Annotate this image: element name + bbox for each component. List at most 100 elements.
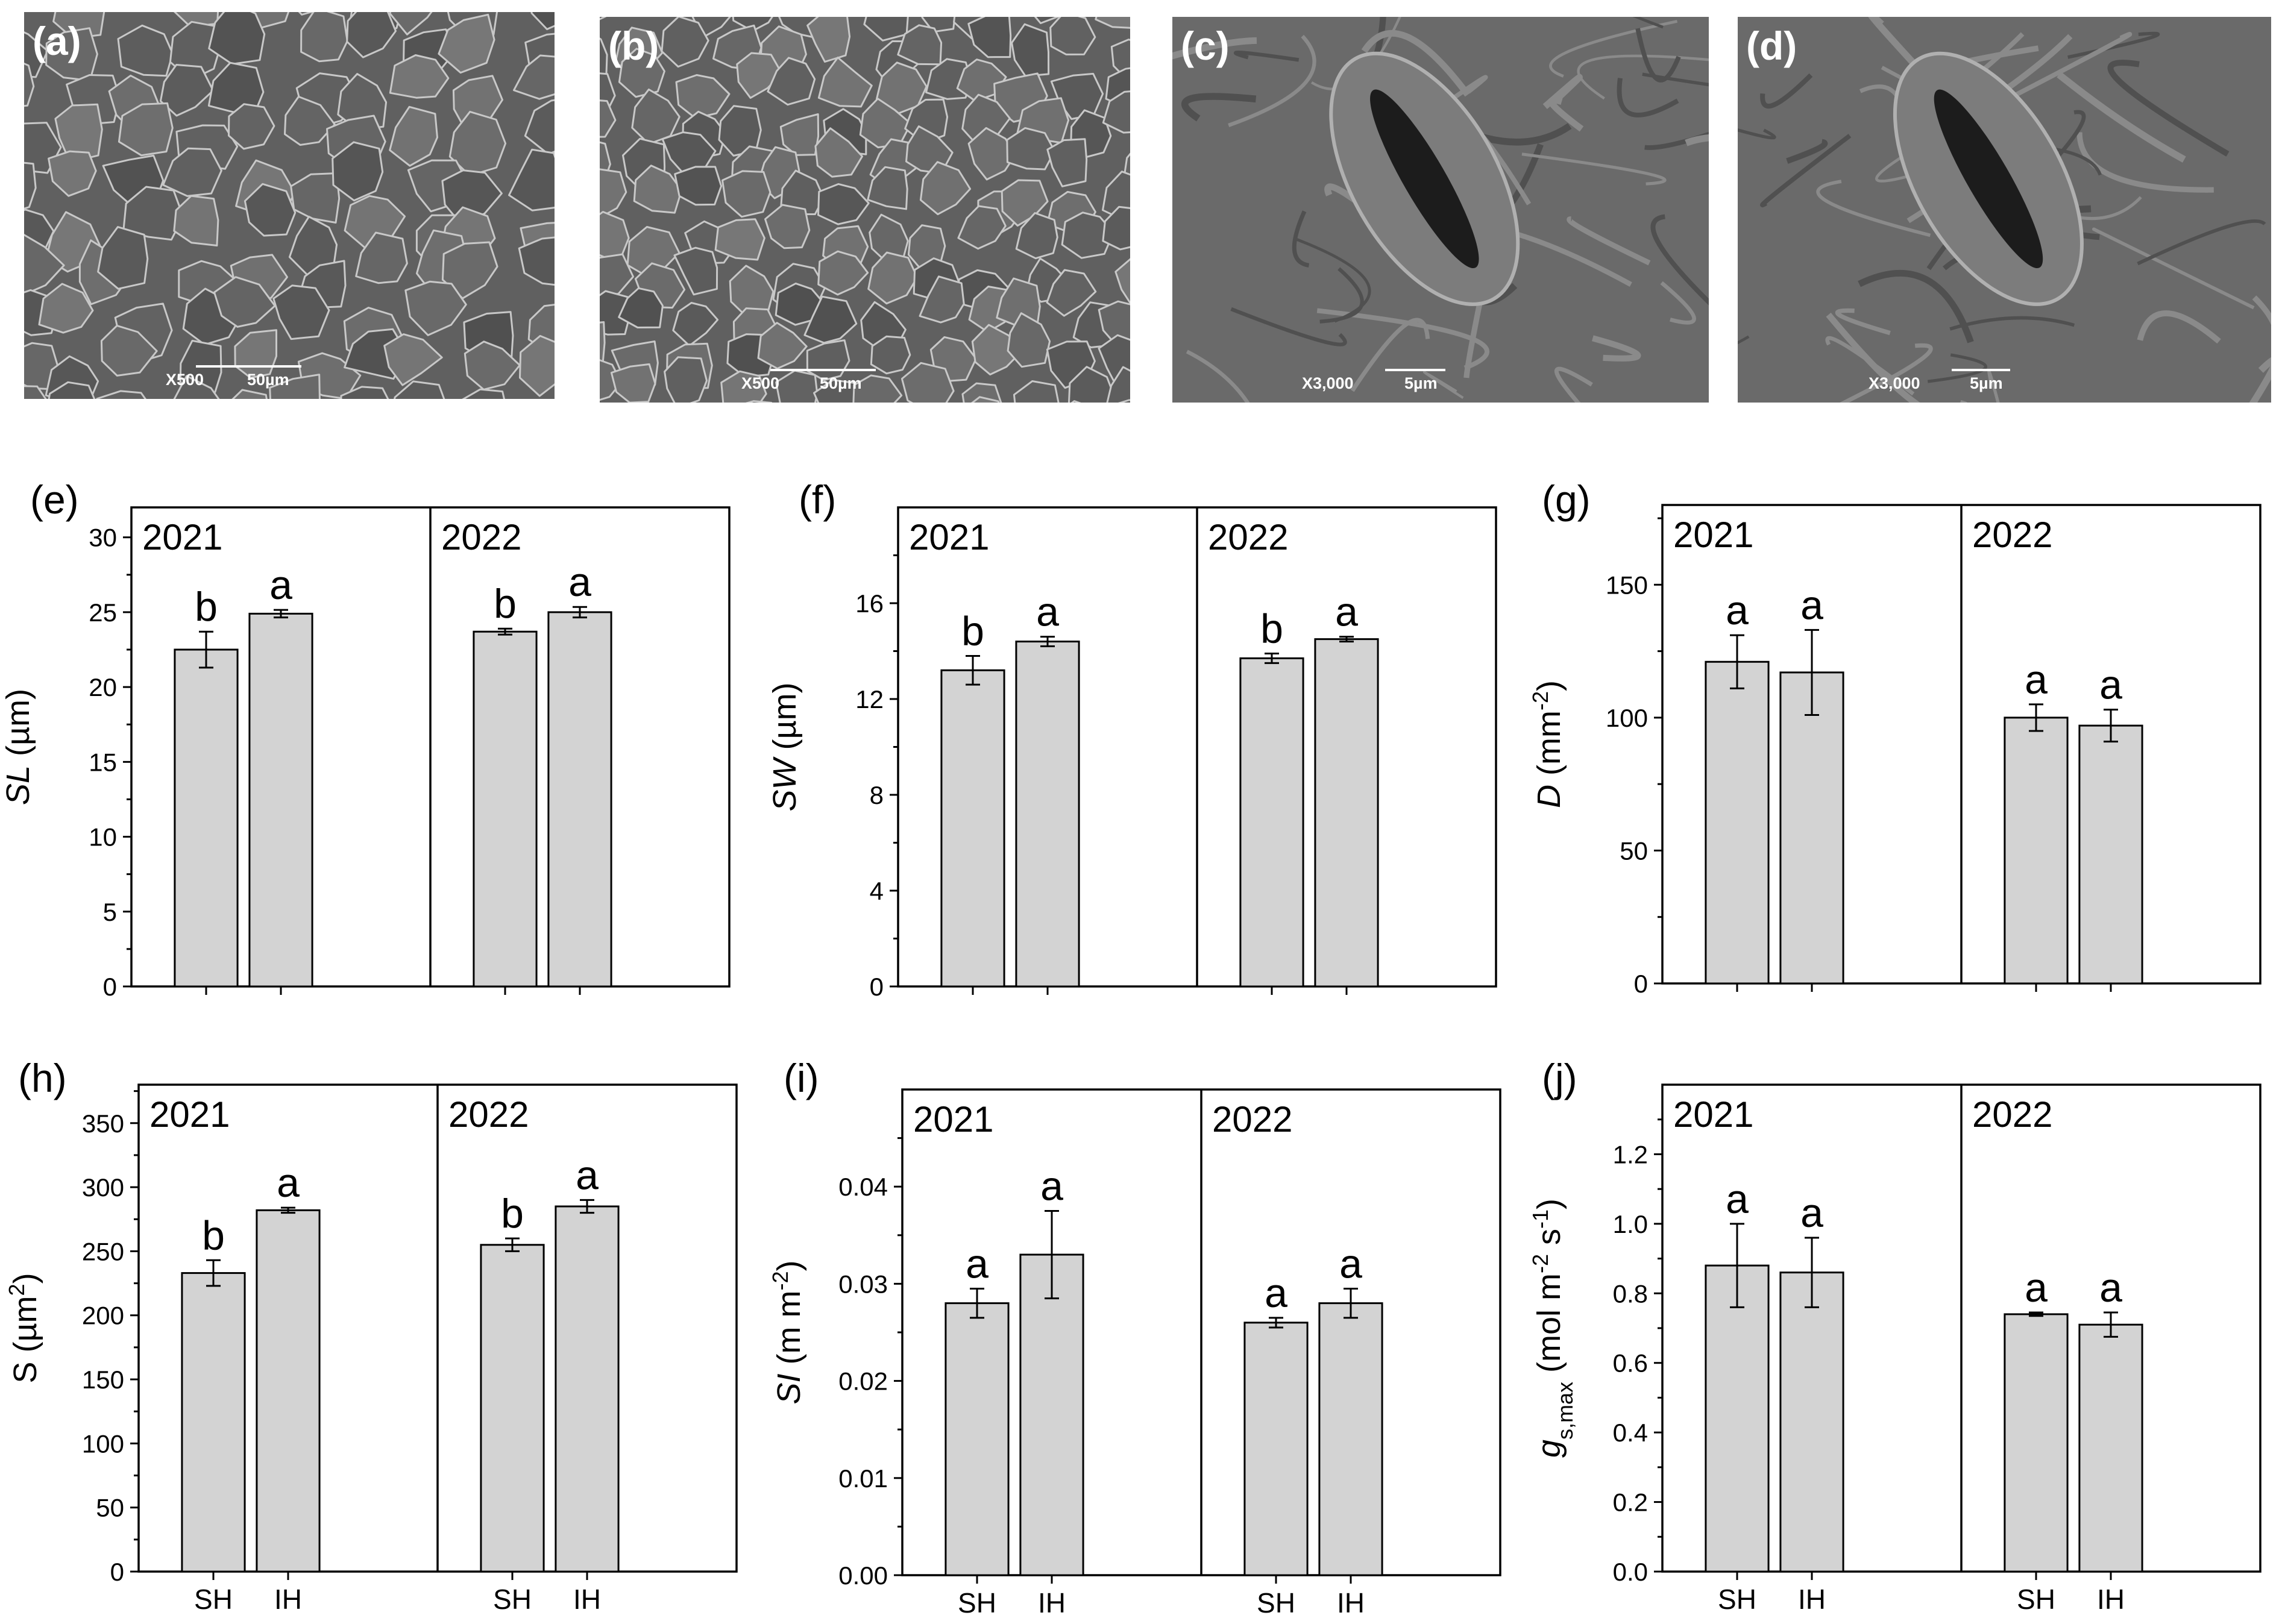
surface-ridge bbox=[2249, 357, 2271, 403]
group-label: 2021 bbox=[149, 1094, 230, 1135]
epidermal-cell bbox=[618, 287, 664, 328]
epidermal-cell bbox=[867, 251, 919, 305]
epidermal-cell bbox=[389, 54, 450, 99]
bar bbox=[181, 1272, 246, 1573]
y-tick-label: 0.6 bbox=[1613, 1349, 1648, 1378]
significance-letter: a bbox=[1339, 1241, 1362, 1287]
epidermal-cell bbox=[24, 161, 37, 210]
y-tick-label: 350 bbox=[82, 1109, 124, 1138]
group-label: 2022 bbox=[441, 517, 521, 557]
sem-scale-text-c: 5µm bbox=[1404, 374, 1438, 392]
significance-letter: a bbox=[2025, 1265, 2048, 1311]
significance-letter: b bbox=[501, 1191, 524, 1237]
y-tick-label: 12 bbox=[855, 685, 884, 713]
significance-letter: a bbox=[568, 559, 591, 605]
surface-ridge bbox=[1927, 353, 1987, 383]
group-label: 2022 bbox=[448, 1094, 529, 1135]
epidermal-cell bbox=[1095, 17, 1130, 29]
epidermal-cell bbox=[96, 390, 147, 399]
epidermal-cell bbox=[1046, 269, 1097, 317]
x-tick-label: SH bbox=[1257, 1587, 1295, 1619]
epidermal-cell bbox=[48, 381, 96, 399]
significance-letter: a bbox=[2025, 657, 2048, 703]
panel-label: (h) bbox=[18, 1056, 67, 1100]
y-axis-label: SL (µm) bbox=[0, 689, 36, 805]
surface-ridge bbox=[1987, 369, 2000, 403]
epidermal-cell bbox=[1013, 380, 1060, 403]
y-tick-label: 10 bbox=[89, 823, 117, 851]
epidermal-cell bbox=[745, 400, 773, 403]
y-axis-label: S (µm2) bbox=[4, 1273, 44, 1383]
epidermal-cell bbox=[600, 321, 606, 364]
epidermal-cell bbox=[231, 389, 268, 399]
x-tick-label: IH bbox=[1337, 1587, 1365, 1619]
y-tick-label: 5 bbox=[103, 898, 117, 926]
epidermal-cell bbox=[764, 204, 811, 249]
y-tick-label: 0 bbox=[103, 973, 117, 1001]
x-tick-label: IH bbox=[1038, 1587, 1066, 1619]
epidermal-cell bbox=[1061, 212, 1114, 259]
chart-h: (h) 2021 2022 0 50 100 150 200 250 300 350 S (µm2) b… bbox=[4, 1056, 738, 1615]
sem-texture-a bbox=[24, 12, 555, 399]
epidermal-cell bbox=[867, 166, 908, 210]
epidermal-cell bbox=[897, 24, 943, 66]
epidermal-cell bbox=[1015, 212, 1058, 260]
sem-magnification-a: X500 bbox=[166, 371, 204, 389]
epidermal-cell bbox=[97, 226, 149, 290]
epidermal-cell bbox=[1102, 205, 1130, 251]
y-tick-label: 0.4 bbox=[1613, 1419, 1648, 1447]
y-tick-label: 4 bbox=[870, 877, 884, 905]
epidermal-cell bbox=[530, 12, 555, 30]
surface-ridge bbox=[1361, 30, 1471, 97]
y-tick-label: 0.00 bbox=[838, 1561, 888, 1590]
significance-letter: a bbox=[2099, 1265, 2122, 1311]
epidermal-cell bbox=[1034, 17, 1060, 24]
surface-ridge bbox=[1350, 318, 1430, 392]
epidermal-cell bbox=[117, 24, 174, 77]
bar bbox=[1318, 1302, 1383, 1576]
epidermal-cell bbox=[272, 284, 330, 340]
surface-ridge bbox=[1172, 37, 1257, 60]
surface-ridge bbox=[1760, 73, 1813, 109]
y-tick-label: 0.04 bbox=[838, 1173, 888, 1201]
epidermal-cell bbox=[813, 379, 865, 403]
surface-ridge bbox=[1292, 210, 1310, 268]
bar bbox=[547, 611, 612, 988]
bar bbox=[1705, 660, 1770, 985]
surface-ridge bbox=[2137, 310, 2221, 344]
surface-ridge bbox=[1858, 269, 1974, 343]
epidermal-cell bbox=[159, 64, 215, 117]
x-tick-label: SH bbox=[493, 1584, 532, 1615]
epidermal-cell bbox=[448, 110, 507, 177]
surface-ridge bbox=[1760, 134, 1852, 208]
epidermal-cell bbox=[519, 334, 555, 397]
significance-letter: a bbox=[576, 1152, 599, 1198]
stomatal-pore bbox=[1934, 89, 2043, 269]
y-axis-label: SI (m m-2) bbox=[768, 1261, 808, 1405]
group-label: 2021 bbox=[1673, 515, 1753, 555]
surface-ridge bbox=[1463, 296, 1484, 378]
epidermal-cell bbox=[732, 17, 773, 32]
y-tick-label: 16 bbox=[855, 589, 884, 618]
surface-ridge bbox=[2002, 34, 2073, 93]
sem-scale-bar-a bbox=[196, 365, 301, 368]
group-label: 2021 bbox=[1673, 1094, 1753, 1135]
sem-magnification-d: X3,000 bbox=[1869, 374, 1920, 392]
y-tick-label: 50 bbox=[96, 1494, 124, 1522]
epidermal-cell bbox=[208, 12, 266, 65]
surface-ridge bbox=[1233, 50, 1300, 62]
sem-magnification-c: X3,000 bbox=[1302, 374, 1354, 392]
epidermal-cell bbox=[779, 113, 820, 156]
epidermal-cell bbox=[355, 231, 408, 284]
surface-ridge bbox=[1990, 32, 2133, 110]
y-tick-label: 30 bbox=[89, 524, 117, 552]
sem-panel-a: (a) X500 50µm bbox=[24, 12, 555, 399]
group-label: 2022 bbox=[1208, 517, 1288, 557]
epidermal-cell bbox=[814, 127, 863, 178]
epidermal-cell bbox=[100, 324, 158, 377]
epidermal-cell bbox=[462, 388, 505, 399]
epidermal-cell bbox=[817, 250, 869, 296]
surface-ridge bbox=[1542, 74, 1583, 109]
epidermal-cell bbox=[1046, 138, 1088, 187]
epidermal-cell bbox=[610, 363, 656, 403]
